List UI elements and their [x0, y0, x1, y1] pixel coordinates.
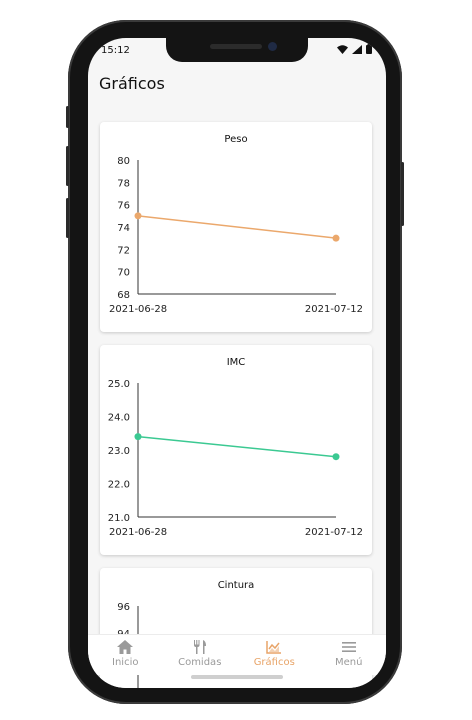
tab-menu[interactable]: Menú: [312, 635, 387, 675]
battery-icon: [366, 44, 372, 54]
tab-comidas[interactable]: Comidas: [163, 635, 238, 675]
y-tick-label: 23.0: [108, 446, 130, 457]
tab-label: Gráficos: [253, 657, 295, 668]
y-tick-label: 80: [117, 156, 130, 167]
x-tick-label: 2021-07-12: [305, 304, 363, 315]
wifi-icon: [337, 44, 348, 54]
home-indicator: [191, 675, 283, 679]
chart-icon: [266, 641, 282, 654]
cutlery-icon: [193, 640, 206, 654]
y-tick-label: 78: [117, 178, 130, 189]
y-tick-label: 21.0: [108, 513, 130, 524]
y-tick-label: 76: [117, 201, 130, 212]
y-tick-label: 70: [117, 268, 130, 279]
home-icon: [117, 640, 134, 654]
bottom-tab-bar: Inicio Comidas Gráficos Menú: [88, 634, 386, 675]
series-line: [137, 215, 337, 239]
tab-inicio[interactable]: Inicio: [88, 635, 163, 675]
peso-chart: 80 78 76 74 72 70 68 2021-06-28 2021-07-12: [109, 156, 363, 315]
data-point: [332, 234, 340, 242]
x-tick-label: 2021-06-28: [109, 527, 167, 538]
y-tick-label: 96: [117, 602, 130, 613]
tab-label: Inicio: [112, 657, 139, 668]
front-camera: [268, 42, 277, 51]
chart-title: IMC: [226, 357, 246, 368]
y-tick-label: 22.0: [108, 480, 130, 491]
status-icons: [337, 44, 372, 54]
data-point: [332, 453, 340, 461]
menu-icon: [341, 642, 356, 652]
page-title: Gráficos: [99, 74, 165, 93]
tab-label: Menú: [335, 657, 363, 668]
tab-graficos[interactable]: Gráficos: [237, 635, 312, 675]
volume-down-button: [66, 198, 69, 238]
data-point: [134, 212, 142, 220]
chart-card-peso: Peso 80 78 76 74 72 70 68 2021-06-28 2021-07-12: [100, 122, 372, 332]
y-tick-label: 25.0: [108, 379, 130, 390]
volume-up-button: [66, 146, 69, 186]
speaker-grille: [210, 44, 262, 49]
data-point: [134, 433, 142, 441]
x-tick-label: 2021-07-12: [305, 527, 363, 538]
power-button: [401, 162, 404, 226]
chart-card-imc: IMC 25.0 24.0 23.0 22.0 21.0 2021-06-28 2021-0…: [100, 345, 372, 555]
chart-title: Cintura: [217, 580, 255, 591]
mute-switch: [66, 106, 69, 128]
notch: [166, 38, 308, 62]
y-tick-label: 68: [117, 290, 130, 301]
tab-label: Comidas: [178, 657, 222, 668]
y-tick-label: 74: [117, 223, 130, 234]
x-tick-label: 2021-06-28: [109, 304, 167, 315]
signal-icon: [352, 44, 362, 54]
y-tick-label: 24.0: [108, 413, 130, 424]
y-tick-label: 72: [117, 245, 130, 256]
status-time: 15:12: [101, 45, 130, 56]
imc-chart: 25.0 24.0 23.0 22.0 21.0 2021-06-28 2021-07-12: [108, 379, 363, 538]
app-screen: 15:12 Gráficos Peso 80 78 76 74 72 70 68 2021-0…: [88, 38, 386, 688]
series-line: [137, 435, 337, 458]
chart-title: Peso: [224, 134, 248, 145]
